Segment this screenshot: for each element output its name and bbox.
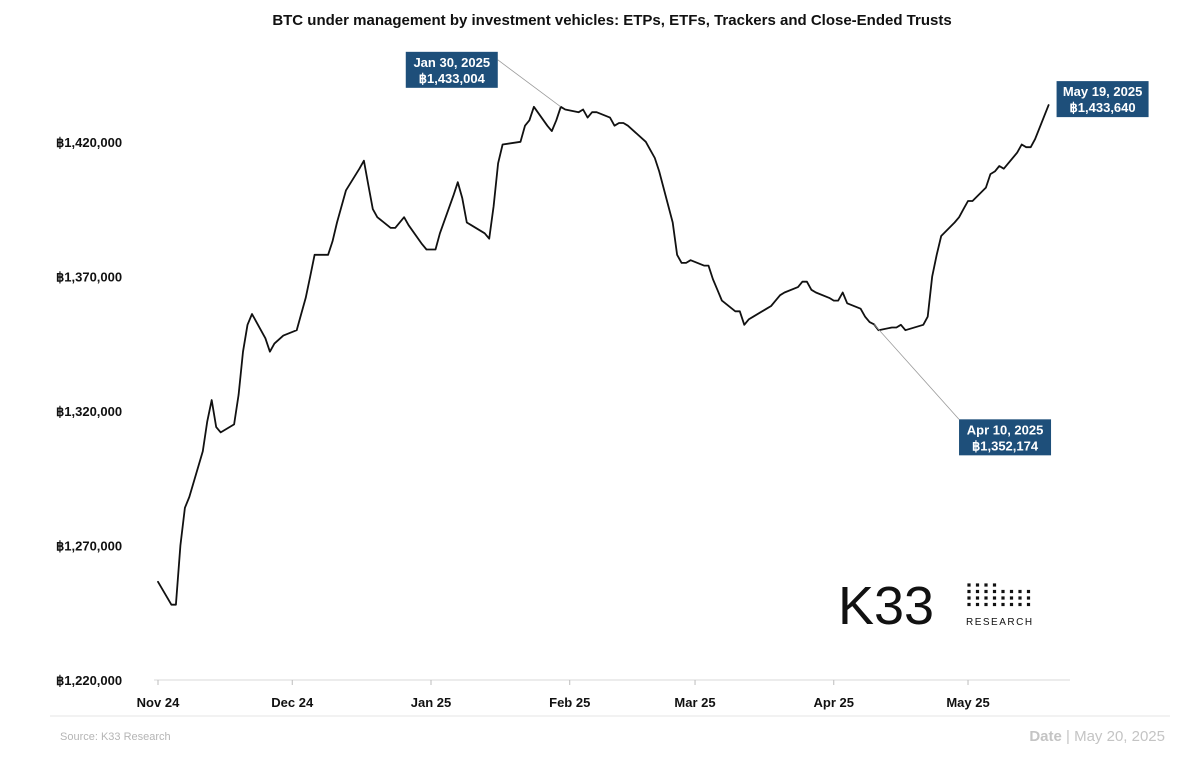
logo-dots-icon <box>967 583 1031 607</box>
x-tick-label: Dec 24 <box>271 695 314 710</box>
series-layer <box>157 104 1050 606</box>
logo-dot <box>1018 602 1022 607</box>
callout-date: Jan 30, 2025 <box>413 55 490 70</box>
logo-dot <box>1026 596 1031 600</box>
logo-dot <box>1026 602 1031 607</box>
callout-2025-05-19: May 19, 2025฿1,433,640 <box>1056 81 1149 118</box>
callout-box <box>1056 81 1149 118</box>
y-tick-label: ฿1,220,000 <box>56 673 122 688</box>
logo-dot <box>992 596 997 600</box>
callout-date: May 19, 2025 <box>1063 84 1143 99</box>
logo-dot <box>975 602 980 607</box>
logo-dot <box>1018 589 1022 594</box>
x-tick-label: Feb 25 <box>549 695 590 710</box>
logo-dot <box>1026 589 1031 594</box>
callout-box <box>959 419 1052 456</box>
x-tick-label: Jan 25 <box>411 695 451 710</box>
logo-dot <box>992 583 997 587</box>
logo-dot <box>967 602 971 607</box>
logo-dot <box>1009 596 1014 600</box>
series-line-0 <box>157 104 1050 606</box>
logo-dot <box>967 596 971 600</box>
logo-dot <box>984 596 988 600</box>
logo-dot <box>1009 602 1014 607</box>
logo-dot <box>984 589 988 594</box>
logo-dot <box>1001 602 1005 607</box>
logo-subtitle: RESEARCH <box>966 617 1034 628</box>
logo-dot <box>984 602 988 607</box>
x-tick-label: May 25 <box>946 695 989 710</box>
date-stamp: Date | May 20, 2025 <box>1029 728 1165 745</box>
logo-dot <box>975 583 980 587</box>
logo-wordmark: K33 <box>838 576 934 636</box>
x-tick-label: Apr 25 <box>814 695 854 710</box>
logo-dot <box>975 596 980 600</box>
y-tick-label: ฿1,270,000 <box>56 538 122 553</box>
logo-dot <box>992 589 997 594</box>
callout-2025-01-30: Jan 30, 2025฿1,433,004 <box>405 51 562 108</box>
date-value: May 20, 2025 <box>1074 728 1165 745</box>
logo-dot <box>975 589 980 594</box>
date-separator: | <box>1062 728 1074 745</box>
logo-dot <box>967 583 971 587</box>
logo-dot <box>984 583 988 587</box>
callout-value: ฿1,352,174 <box>972 438 1039 453</box>
source-note: Source: K33 Research <box>60 731 171 743</box>
callout-2025-04-10: Apr 10, 2025฿1,352,174 <box>873 324 1052 456</box>
date-label: Date <box>1029 728 1062 745</box>
x-tick-label: Mar 25 <box>674 695 715 710</box>
y-tick-label: ฿1,420,000 <box>56 135 122 150</box>
callout-leader-line <box>497 59 562 108</box>
callout-value: ฿1,433,004 <box>419 71 486 86</box>
callout-date: Apr 10, 2025 <box>967 422 1044 437</box>
logo-dot <box>1018 596 1022 600</box>
logo-dot <box>967 589 971 594</box>
logo-dot <box>1001 589 1005 594</box>
logo-dot <box>992 602 997 607</box>
y-tick-label: ฿1,370,000 <box>56 269 122 284</box>
logo-dot <box>1009 589 1014 594</box>
callout-value: ฿1,433,640 <box>1070 100 1136 115</box>
y-axis: ฿1,220,000 ฿1,270,000 ฿1,320,000 ฿1,370,000… <box>56 135 122 688</box>
y-tick-label: ฿1,320,000 <box>56 404 122 419</box>
logo-dot <box>1001 596 1005 600</box>
callout-box <box>405 51 498 88</box>
x-axis: Nov 24 Dec 24 Jan 25 Feb 25 Mar 25 Apr 25 May … <box>137 679 1070 710</box>
x-tick-label: Nov 24 <box>137 695 180 710</box>
chart-title: BTC under management by investment vehic… <box>272 12 951 29</box>
k33-research-logo: K33 RESEARCH <box>838 576 1034 636</box>
callouts: Jan 30, 2025฿1,433,004 Apr 10, 2025฿1,352… <box>405 51 1149 456</box>
callout-leader-line <box>873 324 960 420</box>
